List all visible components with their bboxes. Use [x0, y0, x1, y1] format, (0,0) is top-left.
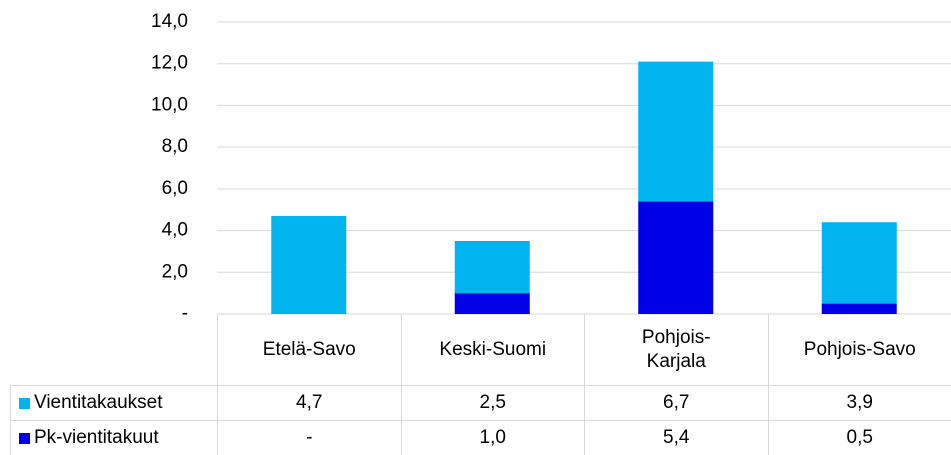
- bar-segment: [638, 61, 714, 202]
- category-cell: Keski-Suomi: [400, 314, 585, 385]
- bar-segment: [638, 201, 714, 314]
- bar-segment: [821, 222, 897, 304]
- value-cell: 0,5: [767, 420, 951, 455]
- value-cell: -: [217, 420, 401, 455]
- value-cell: 5,4: [584, 420, 768, 455]
- legend-label: Vientitakaukset: [34, 392, 163, 413]
- legend-cell: Pk-vientitakuut: [10, 420, 217, 455]
- value-cell: 3,9: [767, 385, 951, 420]
- bar-segment: [454, 293, 530, 314]
- bar-segment: [454, 241, 530, 294]
- value-cell: 1,0: [400, 420, 584, 455]
- value-cell: 2,5: [400, 385, 584, 420]
- bar-segment: [271, 215, 347, 314]
- y-tick-label: 2,0: [162, 261, 188, 282]
- y-tick-label: -: [182, 303, 188, 324]
- y-tick-label: 12,0: [151, 53, 188, 74]
- value-cell: 6,7: [584, 385, 768, 420]
- legend-cell: Vientitakaukset: [10, 385, 217, 420]
- bar-segment: [821, 303, 897, 314]
- value-cell: 4,7: [217, 385, 401, 420]
- legend-swatch: [19, 397, 30, 409]
- legend-swatch: [19, 432, 30, 444]
- y-tick-label: 6,0: [162, 178, 188, 199]
- legend-label: Pk-vientitakuut: [34, 427, 159, 448]
- y-tick-label: 10,0: [151, 94, 188, 115]
- y-tick-label: 4,0: [162, 220, 188, 241]
- y-tick-label: 8,0: [162, 136, 188, 157]
- category-cell: Etelä-Savo: [217, 314, 401, 385]
- y-tick-label: 14,0: [151, 11, 188, 32]
- category-cell: Pohjois-Savo: [767, 314, 951, 385]
- category-cell: Pohjois- Karjala: [584, 314, 768, 385]
